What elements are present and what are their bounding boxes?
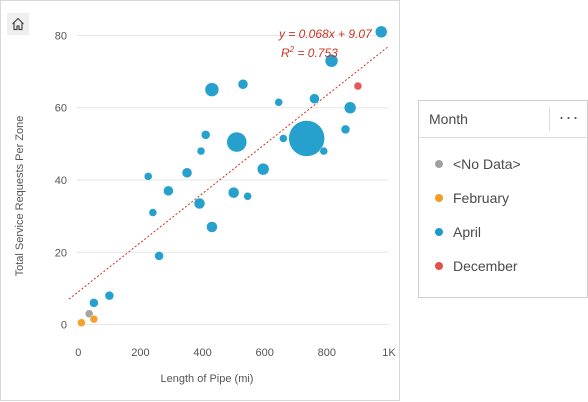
data-point[interactable]	[148, 208, 158, 217]
data-point[interactable]	[319, 146, 329, 156]
data-point[interactable]	[206, 221, 218, 233]
legend-item-label: April	[453, 224, 482, 240]
trendline	[68, 45, 390, 300]
y-tick-label: 0	[61, 320, 67, 332]
data-point[interactable]	[374, 25, 388, 39]
legend-swatch	[435, 262, 443, 270]
x-tick-label: 1K	[382, 347, 396, 359]
data-point[interactable]	[309, 93, 320, 104]
legend-panel: Month ··· <No Data> February April Decem…	[418, 100, 588, 298]
data-point[interactable]	[84, 309, 94, 318]
legend-item-february[interactable]: February	[435, 188, 509, 208]
y-tick-label: 60	[55, 103, 67, 115]
legend-item-label: February	[453, 190, 510, 206]
data-point[interactable]	[143, 172, 153, 181]
data-point[interactable]	[196, 146, 206, 156]
data-point[interactable]	[204, 82, 220, 97]
data-point[interactable]	[154, 251, 164, 261]
data-point[interactable]	[343, 101, 357, 114]
x-tick-label: 0	[75, 347, 81, 359]
legend-swatch	[435, 228, 443, 236]
y-tick-label: 40	[55, 175, 67, 187]
y-tick-label: 80	[55, 30, 67, 42]
x-tick-label: 400	[193, 347, 211, 359]
data-point[interactable]	[181, 167, 193, 179]
data-point[interactable]	[274, 98, 283, 107]
data-point[interactable]	[227, 186, 240, 199]
legend-divider	[549, 107, 550, 131]
data-point[interactable]	[193, 197, 206, 210]
legend-item-no-data[interactable]: <No Data>	[435, 154, 521, 174]
legend-item-april[interactable]: April	[435, 222, 481, 242]
r2-prefix: R	[281, 46, 290, 60]
data-point[interactable]	[237, 78, 249, 90]
data-point[interactable]	[324, 54, 339, 68]
data-point[interactable]	[243, 192, 252, 201]
x-axis-label: Length of Pipe (mi)	[161, 373, 254, 385]
x-tick-label: 600	[256, 347, 274, 359]
legend-header: Month ···	[419, 101, 587, 138]
data-point[interactable]	[279, 134, 288, 143]
chart-card: 0 20 40 60 80 0 200 400 600 800 1K Length of Pipe …	[0, 0, 400, 401]
r2-value: = 0.753	[294, 46, 338, 60]
data-point[interactable]	[77, 318, 86, 327]
data-point[interactable]	[340, 124, 351, 135]
data-point[interactable]	[104, 290, 115, 301]
x-tick-label: 800	[318, 347, 336, 359]
r2-superscript: 2	[289, 45, 295, 54]
legend-item-label: December	[453, 258, 518, 274]
trendline-r-squared: R2 = 0.753	[281, 45, 338, 60]
legend-title: Month	[429, 111, 468, 127]
data-point[interactable]	[353, 81, 363, 91]
x-tick-label: 200	[131, 347, 149, 359]
legend-swatch	[435, 160, 443, 168]
data-point[interactable]	[226, 131, 248, 153]
data-point[interactable]	[89, 314, 99, 324]
trendline-equation: y = 0.068x + 9.07	[278, 27, 373, 41]
legend-swatch	[435, 194, 443, 202]
data-point[interactable]	[288, 120, 325, 157]
legend-item-label: <No Data>	[453, 156, 521, 172]
point-layer	[77, 25, 388, 327]
grid-layer	[77, 34, 389, 326]
home-icon	[12, 17, 24, 31]
legend-item-december[interactable]: December	[435, 256, 518, 276]
data-point[interactable]	[256, 162, 270, 176]
home-button[interactable]	[7, 13, 29, 35]
data-point[interactable]	[163, 185, 174, 197]
trendline-layer	[68, 45, 390, 300]
data-point[interactable]	[89, 298, 99, 308]
ellipsis-icon[interactable]: ···	[558, 107, 580, 127]
y-tick-label: 20	[55, 247, 67, 259]
y-axis-label: Total Service Requests Per Zone	[14, 116, 26, 277]
data-point[interactable]	[200, 130, 211, 140]
